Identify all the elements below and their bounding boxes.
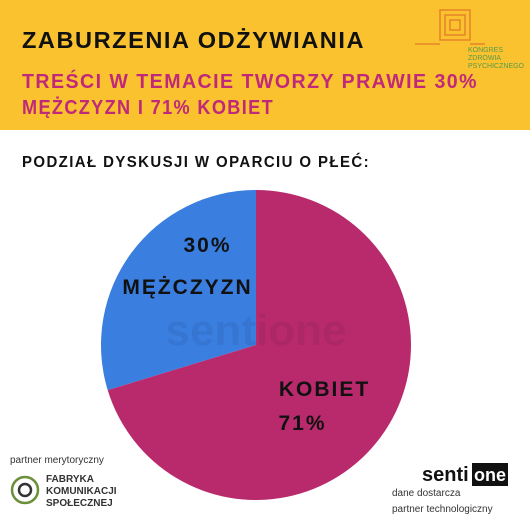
pie-slice xyxy=(107,190,412,500)
logo-text: ZDROWIA xyxy=(468,55,501,62)
value-label: 71% xyxy=(278,412,326,435)
subtitle-line: MĘŻCZYZN I 71% KOBIET xyxy=(22,96,274,119)
logo-box xyxy=(472,463,508,486)
header-band xyxy=(0,0,530,130)
caption: dane dostarcza xyxy=(392,488,461,499)
caption: partner merytoryczny xyxy=(10,455,104,466)
caption: partner technologiczny xyxy=(392,504,493,515)
value-label: 30% xyxy=(183,234,231,257)
kongres-icon xyxy=(415,9,485,45)
slice-label: KOBIET xyxy=(279,378,370,401)
logo-text: PSYCHICZNEGO xyxy=(468,63,525,70)
logo-text: KOMUNIKACJI xyxy=(46,486,117,497)
subtitle-line: TREŚCI W TEMACIE TWORZY PRAWIE 30% xyxy=(22,69,478,93)
watermark: sentione xyxy=(166,306,347,355)
chart-title: PODZIAŁ DYSKUSJI W OPARCIU O PŁEĆ: xyxy=(22,152,370,171)
fabryka-icon xyxy=(10,475,40,505)
logo-text: KONGRES xyxy=(468,47,503,54)
slice-label: MĘŻCZYZN xyxy=(122,276,252,299)
pie xyxy=(100,190,412,500)
pie-slice xyxy=(100,190,256,391)
logo-text: senti xyxy=(422,464,469,486)
title: ZABURZENIA ODŻYWIANIA xyxy=(22,27,365,53)
logo-text: SPOŁECZNEJ xyxy=(46,498,113,509)
logo-text: one xyxy=(474,465,506,485)
logo-text: FABRYKA xyxy=(46,474,94,485)
